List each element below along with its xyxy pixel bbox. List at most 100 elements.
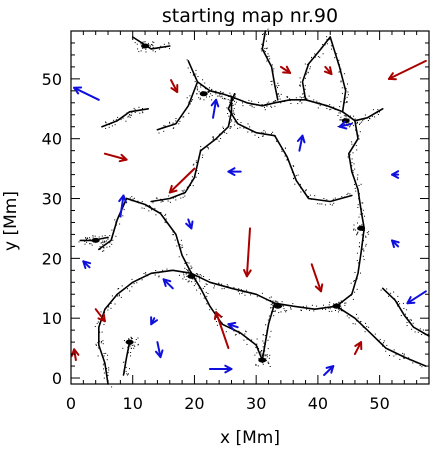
- lane-dot: [95, 344, 97, 346]
- lane-dot: [247, 123, 249, 125]
- lane-dot: [229, 126, 231, 128]
- lane-dot: [301, 309, 302, 311]
- lane-dot: [110, 303, 112, 304]
- lane-dot: [274, 101, 275, 103]
- lane-dot: [317, 56, 319, 58]
- lane-dot: [229, 101, 231, 103]
- lane-dot: [225, 331, 227, 333]
- lane-dot: [402, 352, 404, 354]
- lane-dot: [369, 118, 371, 120]
- lane-dot: [158, 276, 160, 278]
- junction-dot: [340, 119, 342, 121]
- lane-dot: [103, 247, 105, 249]
- junction-dot: [188, 280, 190, 282]
- junction-dot: [143, 46, 145, 48]
- junction-dot: [128, 338, 130, 340]
- lane-dot: [141, 111, 143, 113]
- lane-dot: [271, 307, 273, 309]
- lane-dot: [379, 111, 380, 113]
- lane-dot: [223, 324, 224, 326]
- lane-dot: [214, 285, 215, 287]
- lane-dot: [299, 100, 301, 102]
- lane-dot: [362, 120, 364, 122]
- junction-dot: [341, 310, 343, 312]
- lane-dot: [191, 179, 193, 181]
- lane-dot: [209, 87, 210, 89]
- lane-dot: [215, 93, 217, 95]
- lane-dot: [122, 289, 124, 291]
- lane-dot: [245, 127, 247, 129]
- lane-dot: [330, 108, 332, 110]
- lane-dot: [329, 308, 331, 310]
- lane-dot: [275, 303, 277, 304]
- junction-dot: [262, 363, 264, 365]
- junction-dot: [328, 304, 330, 306]
- lane-dot: [105, 352, 107, 354]
- lane-dot: [172, 234, 174, 236]
- lane-dot: [228, 123, 230, 125]
- lane-dot: [94, 326, 96, 327]
- lane-dot: [111, 243, 113, 245]
- lane-dot: [125, 366, 127, 368]
- lane-dot: [108, 124, 110, 126]
- lane-dot: [357, 207, 359, 208]
- lane-dot: [108, 369, 110, 371]
- lane-dot: [340, 81, 342, 83]
- lane-dot: [308, 95, 310, 97]
- lane-dot: [193, 285, 195, 287]
- lane-dot: [278, 85, 280, 86]
- lane-dot: [107, 309, 109, 311]
- lane-dot: [277, 301, 279, 303]
- lane-dot: [212, 139, 214, 141]
- lane-dot: [162, 269, 164, 271]
- junction-dot: [357, 231, 359, 233]
- lane-dot: [194, 81, 196, 83]
- lane-dot: [129, 345, 131, 347]
- lane-dot: [163, 130, 165, 132]
- arrow-shaft: [212, 98, 218, 119]
- lane-dot: [350, 294, 352, 296]
- lane-dot: [287, 96, 289, 98]
- lane-dot: [191, 100, 192, 102]
- lane-dot: [137, 202, 139, 204]
- lane-dot: [398, 304, 399, 306]
- lane-dot: [339, 304, 341, 306]
- lane-dot: [111, 386, 113, 388]
- lane-dot: [402, 302, 404, 304]
- lane-dot: [264, 133, 266, 135]
- lane-dot: [331, 106, 333, 108]
- junction-dot: [201, 91, 203, 93]
- junction-dot: [102, 244, 104, 246]
- lane-dot: [264, 48, 266, 49]
- arrow-head: [387, 72, 397, 81]
- lane-dot: [213, 287, 215, 289]
- junction-dot: [338, 305, 340, 307]
- lane-dot: [184, 262, 186, 264]
- lane-dot: [103, 310, 105, 312]
- lane-dot: [148, 205, 150, 207]
- lane-dot: [365, 243, 367, 245]
- junction-dot: [204, 88, 206, 90]
- lane-dot: [345, 114, 347, 116]
- lane-dot: [409, 322, 411, 324]
- junction-dot: [363, 224, 365, 226]
- lane-dot: [291, 171, 293, 173]
- lane-dot: [223, 130, 225, 132]
- lane-dot: [193, 163, 195, 165]
- lane-dot: [359, 213, 361, 215]
- lane-dot: [234, 93, 236, 95]
- junction-dot: [267, 361, 269, 363]
- lane-dot: [326, 108, 328, 109]
- arrow-head: [227, 321, 237, 331]
- lane-dot: [264, 109, 266, 111]
- lane-dot: [166, 268, 168, 270]
- junction-dot: [206, 91, 208, 93]
- lane-dot: [255, 346, 257, 348]
- lane-dot: [169, 201, 171, 203]
- lane-dot: [340, 307, 342, 309]
- lane-dot: [262, 334, 264, 336]
- lane-dot: [358, 216, 360, 218]
- lane-dot: [422, 329, 424, 331]
- lane-dot: [112, 239, 114, 241]
- lane-dot: [251, 106, 253, 108]
